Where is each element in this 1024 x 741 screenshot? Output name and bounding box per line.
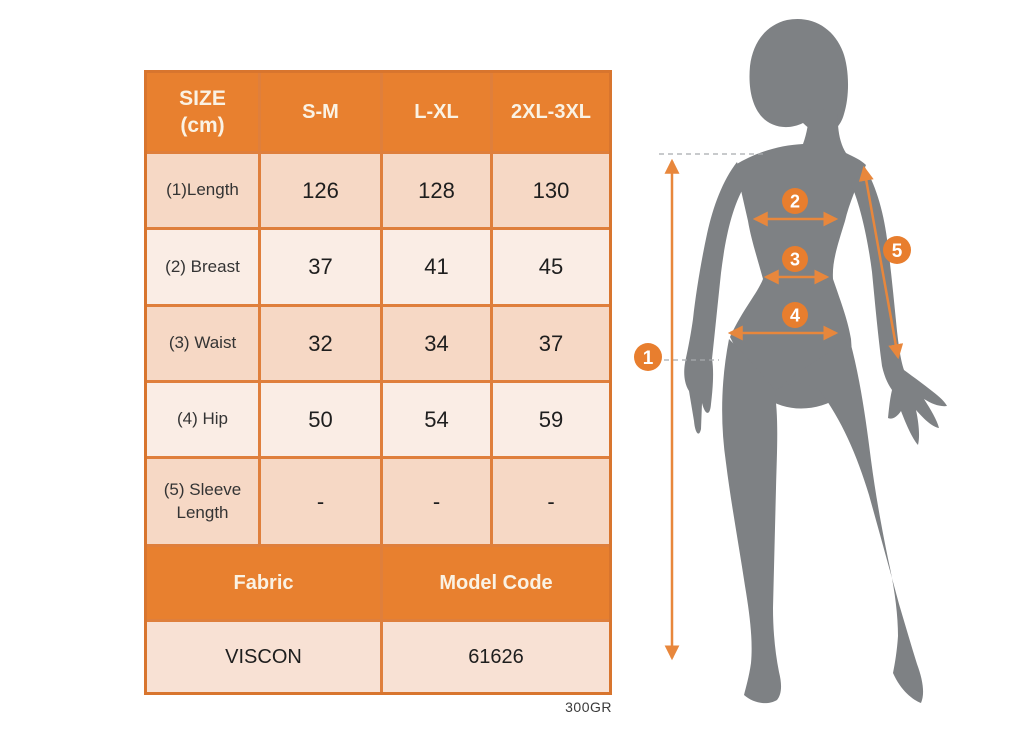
weight-note: 300GR [565, 699, 612, 715]
value-waist-2xl-3xl: 37 [493, 307, 609, 380]
value-length-l-xl: 128 [383, 154, 490, 227]
row-label-waist: (3) Waist [147, 307, 258, 380]
fabric-value: VISCON [147, 622, 380, 692]
row-label-sleeve-length: (5) Sleeve Length [147, 459, 258, 544]
measurement-arrows [664, 158, 904, 661]
value-breast-s-m: 37 [261, 230, 380, 304]
marker-4-label: 4 [790, 305, 800, 325]
marker-2: 2 [782, 188, 808, 214]
size-unit-line2: (cm) [180, 114, 225, 137]
marker-5: 5 [883, 236, 911, 264]
value-sleeve-s-m: - [261, 459, 380, 544]
size-table: SIZE (cm) S-M L-XL 2XL-3XL (1)Length 126… [144, 70, 612, 695]
fabric-header: Fabric [147, 547, 380, 619]
column-header-2xl-3xl: 2XL-3XL [493, 73, 609, 151]
marker-1: 1 [634, 343, 662, 371]
value-sleeve-2xl-3xl: - [493, 459, 609, 544]
size-unit-line1: SIZE [179, 86, 226, 110]
value-breast-2xl-3xl: 45 [493, 230, 609, 304]
value-length-s-m: 126 [261, 154, 380, 227]
row-label-hip: (4) Hip [147, 383, 258, 456]
sleeve-arrow [858, 165, 904, 360]
marker-1-label: 1 [643, 348, 654, 369]
body-silhouette-icon [684, 18, 947, 704]
marker-5-label: 5 [892, 241, 903, 262]
marker-4: 4 [782, 302, 808, 328]
row-label-breast: (2) Breast [147, 230, 258, 304]
column-header-l-xl: L-XL [383, 73, 490, 151]
size-unit-header: SIZE (cm) [147, 73, 258, 151]
row-label-length: (1)Length [147, 154, 258, 227]
column-header-s-m: S-M [261, 73, 380, 151]
value-length-2xl-3xl: 130 [493, 154, 609, 227]
measurement-diagram: 1 2 3 4 5 [634, 18, 947, 704]
value-breast-l-xl: 41 [383, 230, 490, 304]
marker-3: 3 [782, 246, 808, 272]
marker-3-label: 3 [790, 249, 800, 269]
value-hip-s-m: 50 [261, 383, 380, 456]
model-code-header: Model Code [383, 547, 609, 619]
value-waist-l-xl: 34 [383, 307, 490, 380]
value-hip-2xl-3xl: 59 [493, 383, 609, 456]
marker-2-label: 2 [790, 191, 800, 211]
model-code-value: 61626 [383, 622, 609, 692]
value-hip-l-xl: 54 [383, 383, 490, 456]
value-sleeve-l-xl: - [383, 459, 490, 544]
value-waist-s-m: 32 [261, 307, 380, 380]
